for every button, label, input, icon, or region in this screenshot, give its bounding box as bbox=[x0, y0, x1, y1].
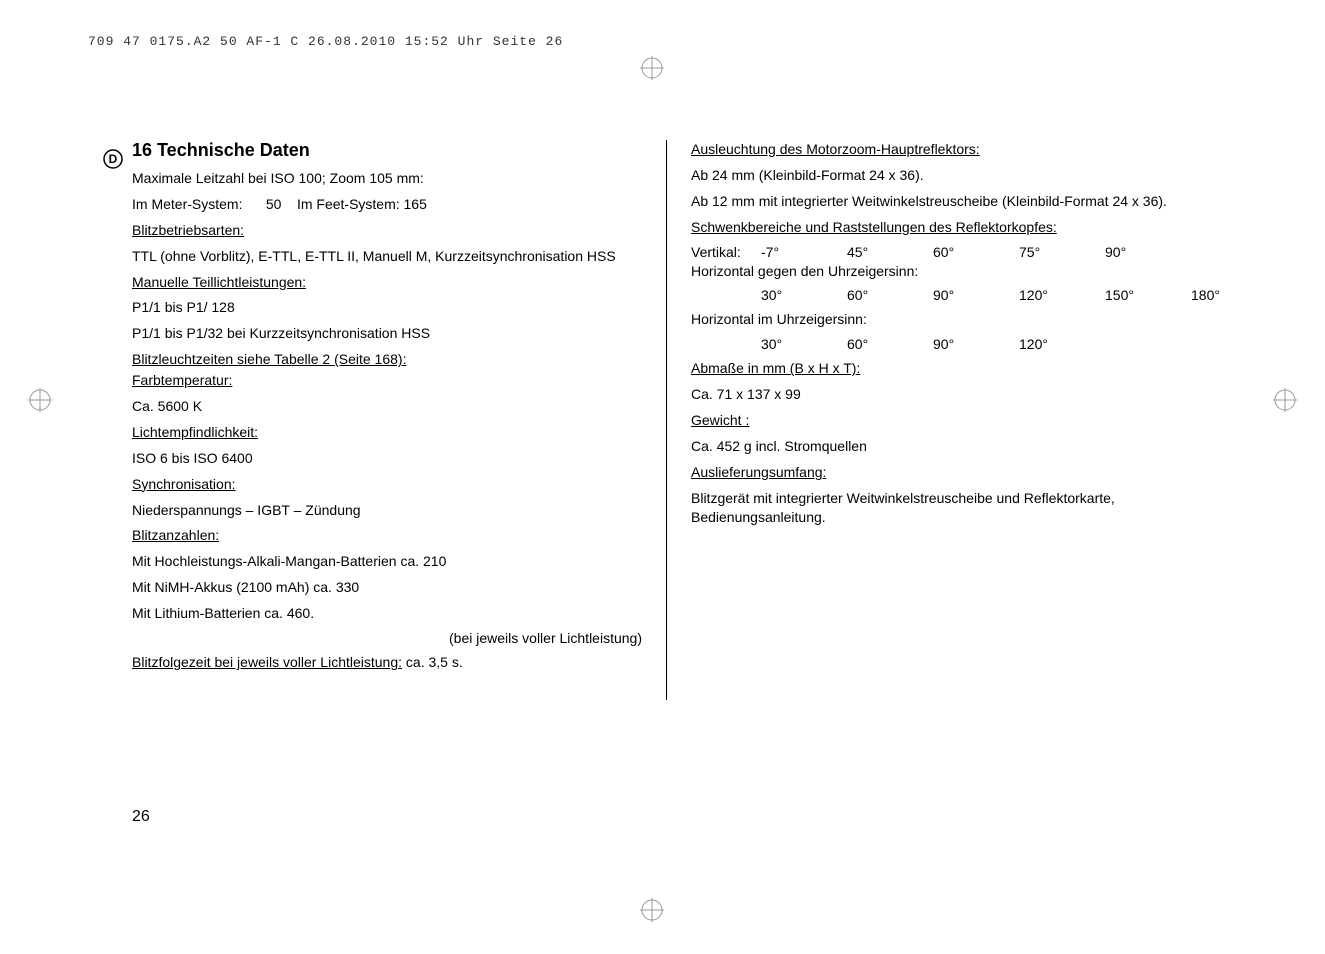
print-header: 709 47 0175.A2 50 AF-1 C 26.08.2010 15:5… bbox=[88, 34, 563, 49]
text-line: P1/1 bis P1/ 128 bbox=[132, 298, 642, 317]
heading-inline: Blitzfolgezeit bei jeweils voller Lichtl… bbox=[132, 654, 402, 670]
text-line: Horizontal gegen den Uhrzeigersinn: bbox=[691, 262, 1201, 281]
row-label: Vertikal: bbox=[691, 244, 761, 260]
heading: Ausleuchtung des Motorzoom-Hauptreflekto… bbox=[691, 140, 1201, 159]
text-line: TTL (ohne Vorblitz), E-TTL, E-TTL II, Ma… bbox=[132, 247, 642, 266]
angle-value: 120° bbox=[1019, 336, 1048, 352]
text-line: Niederspannungs – IGBT – Zündung bbox=[132, 501, 642, 520]
value: 50 bbox=[266, 196, 282, 212]
angle-value: 90° bbox=[933, 336, 1019, 352]
text-line: Blitzfolgezeit bei jeweils voller Lichtl… bbox=[132, 653, 642, 672]
heading: Blitzanzahlen: bbox=[132, 526, 642, 545]
angle-value: 90° bbox=[933, 287, 1019, 303]
angle-value: 60° bbox=[933, 244, 1019, 260]
angle-value: 150° bbox=[1105, 287, 1191, 303]
svg-text:D: D bbox=[109, 152, 118, 166]
text-line: Ab 24 mm (Kleinbild-Format 24 x 36). bbox=[691, 166, 1201, 185]
crop-mark-top bbox=[640, 56, 664, 80]
text-line: Im Meter-System: 50 Im Feet-System: 165 bbox=[132, 195, 642, 214]
section-title: 16 Technische Daten bbox=[132, 140, 642, 161]
text-line: Ca. 5600 K bbox=[132, 397, 642, 416]
heading: Manuelle Teillichtleistungen: bbox=[132, 273, 642, 292]
angle-value: 180° bbox=[1191, 287, 1220, 303]
heading: Auslieferungsumfang: bbox=[691, 463, 1201, 482]
right-column: Ausleuchtung des Motorzoom-Hauptreflekto… bbox=[691, 140, 1201, 700]
angle-value: 60° bbox=[847, 336, 933, 352]
vertical-row: Vertikal:-7°45°60°75°90° bbox=[691, 244, 1201, 260]
subnote: (bei jeweils voller Lichtleistung) bbox=[132, 630, 642, 646]
ccw-row: 30°60°90°120°150°180° bbox=[691, 287, 1201, 303]
label: Im Meter-System: bbox=[132, 196, 242, 212]
angle-value: 30° bbox=[761, 336, 847, 352]
angle-value: 90° bbox=[1105, 244, 1126, 260]
text-line: Blitzgerät mit integrierter Weitwinkelst… bbox=[691, 489, 1201, 527]
page-number: 26 bbox=[132, 808, 150, 826]
heading: Blitzbetriebsarten: bbox=[132, 221, 642, 240]
heading: Farbtemperatur: bbox=[132, 371, 642, 390]
content-columns: 16 Technische Daten Maximale Leitzahl be… bbox=[132, 140, 1232, 700]
text-line: ISO 6 bis ISO 6400 bbox=[132, 449, 642, 468]
crop-mark-bottom bbox=[640, 898, 664, 922]
label: Im Feet-System: 165 bbox=[297, 196, 427, 212]
column-divider bbox=[666, 140, 667, 700]
angle-value: 60° bbox=[847, 287, 933, 303]
text-line: Mit NiMH-Akkus (2100 mAh) ca. 330 bbox=[132, 578, 642, 597]
text-line: Mit Lithium-Batterien ca. 460. bbox=[132, 604, 642, 623]
value: ca. 3,5 s. bbox=[402, 654, 463, 670]
left-column: 16 Technische Daten Maximale Leitzahl be… bbox=[132, 140, 642, 700]
angle-value: 75° bbox=[1019, 244, 1105, 260]
heading: Gewicht : bbox=[691, 411, 1201, 430]
angle-value: 120° bbox=[1019, 287, 1105, 303]
text-line: Ca. 452 g incl. Stromquellen bbox=[691, 437, 1201, 456]
crop-mark-left bbox=[28, 388, 52, 412]
heading: Lichtempfindlichkeit: bbox=[132, 423, 642, 442]
text-line: Maximale Leitzahl bei ISO 100; Zoom 105 … bbox=[132, 169, 642, 188]
angle-value: -7° bbox=[761, 244, 847, 260]
cw-row: 30°60°90°120° bbox=[691, 336, 1201, 352]
text-line: Ca. 71 x 137 x 99 bbox=[691, 385, 1201, 404]
crop-mark-right bbox=[1273, 388, 1297, 412]
heading: Abmaße in mm (B x H x T): bbox=[691, 359, 1201, 378]
text-line: P1/1 bis P1/32 bei Kurzzeitsynchronisati… bbox=[132, 324, 642, 343]
language-badge: D bbox=[102, 148, 124, 170]
angle-value: 45° bbox=[847, 244, 933, 260]
text-line: Mit Hochleistungs-Alkali-Mangan-Batterie… bbox=[132, 552, 642, 571]
heading: Schwenkbereiche und Raststellungen des R… bbox=[691, 218, 1201, 237]
angle-value: 30° bbox=[761, 287, 847, 303]
heading: Blitzleuchtzeiten siehe Tabelle 2 (Seite… bbox=[132, 350, 642, 369]
text-line: Ab 12 mm mit integrierter Weitwinkelstre… bbox=[691, 192, 1201, 211]
text-line: Horizontal im Uhrzeigersinn: bbox=[691, 310, 1201, 329]
heading: Synchronisation: bbox=[132, 475, 642, 494]
